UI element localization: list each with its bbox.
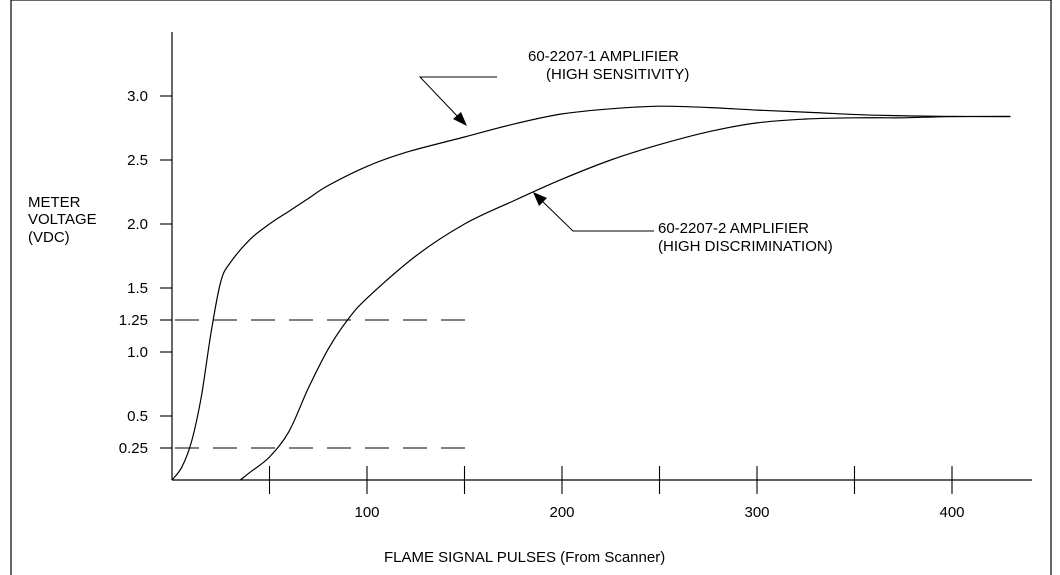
series-line-high-sensitivity — [171, 105, 1011, 481]
annotation-high-sensitivity: 60-2207-1 AMPLIFIER (HIGH SENSITIVITY) — [418, 48, 689, 126]
x-axis-ticks: 100 200 300 400 — [268, 466, 965, 521]
annotation-high-sensitivity-line-1: 60-2207-1 AMPLIFIER — [528, 48, 679, 65]
annotation-high-discrimination-line-2: (HIGH DISCRIMINATION) — [658, 238, 833, 255]
x-tick-label: 100 — [354, 504, 379, 521]
annotation-high-discrimination-line-1: 60-2207-2 AMPLIFIER — [658, 220, 809, 237]
y-axis-title-line-2: VOLTAGE — [28, 211, 97, 228]
page-border — [10, 0, 1052, 575]
annotation-high-discrimination-arrowhead — [533, 192, 547, 206]
series-line-high-discrimination — [239, 115, 1011, 481]
y-tick-label: 1.25 — [119, 312, 148, 329]
y-tick-label: 0.5 — [127, 408, 148, 425]
y-tick-label: 1.5 — [127, 280, 148, 297]
x-tick-label: 400 — [939, 504, 964, 521]
y-tick-label: 2.5 — [127, 152, 148, 169]
y-axis-title-line-3: (VDC) — [28, 229, 70, 246]
annotation-high-discrimination: 60-2207-2 AMPLIFIER (HIGH DISCRIMINATION… — [533, 192, 833, 255]
reference-lines — [175, 319, 475, 449]
y-axis-ticks: 3.0 2.5 2.0 1.5 1.25 1.0 0.5 0.25 — [119, 88, 172, 457]
annotation-high-sensitivity-arrowhead — [453, 112, 467, 126]
x-tick-label: 200 — [549, 504, 574, 521]
annotation-high-sensitivity-line-2: (HIGH SENSITIVITY) — [546, 66, 689, 83]
x-axis-title: FLAME SIGNAL PULSES (From Scanner) — [384, 549, 665, 566]
annotation-high-sensitivity-leader — [418, 76, 497, 120]
annotation-high-discrimination-leader — [539, 198, 654, 232]
y-tick-label: 1.0 — [127, 344, 148, 361]
y-tick-label: 0.25 — [119, 440, 148, 457]
y-tick-label: 3.0 — [127, 88, 148, 105]
y-axis-title-line-1: METER — [28, 194, 81, 211]
series-lines — [171, 105, 1011, 481]
y-tick-label: 2.0 — [127, 216, 148, 233]
x-tick-label: 300 — [744, 504, 769, 521]
